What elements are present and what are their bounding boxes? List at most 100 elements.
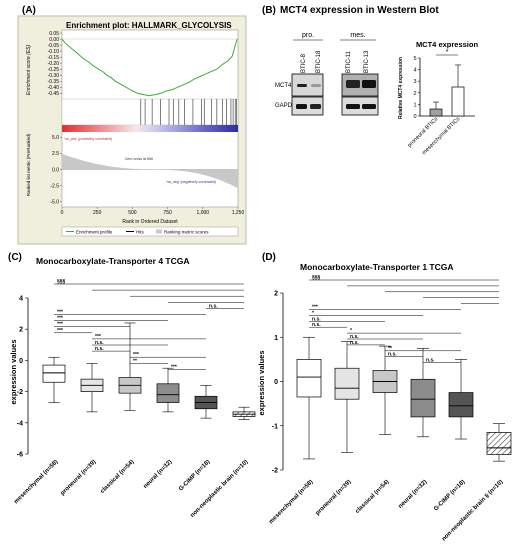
box-tick-label: -1 [272,423,278,430]
b-tick-label: 3 [413,79,416,85]
blot-band [346,104,360,109]
box-tick-label: 2 [274,291,278,298]
gsea-x-tick-label: 1,250 [232,210,245,216]
box-tick-label: 2 [19,327,23,334]
lane-label: BTIC-18 [316,50,322,73]
blot-band [346,80,360,88]
b-tick-label: 4 [413,68,416,74]
sig-label: §§§ [312,275,321,281]
inset-title: MCT4 expression [416,40,479,49]
gsea-legend: Enrichment profile Hits Ranking metric s… [61,226,239,237]
blot-band [310,104,321,109]
sig-label: *** [171,364,177,370]
box-tick-label: 0 [19,358,23,365]
metric-plot: 5.0 2.5 0.0 -2.5 -5.0 [50,135,238,206]
es-tick-label: -0.10 [48,49,60,55]
es-y-label: Enrichment score (ES) [26,45,32,96]
metric-tick-label: 5.0 [52,135,59,141]
es-plot: 0.050.00-0.05-0.10-0.15-0.20-0.25-0.30-0… [48,31,238,97]
mct4-tcga-title: Monocarboxylate-Transporter 4 TCGA [36,256,190,266]
sig-label: n.s. [209,303,218,309]
lane-label: BTIC-13 [364,50,370,73]
sig-label: * [350,328,352,334]
gsea-x-tick-label: 500 [128,210,137,216]
legend-enrichment: Enrichment profile [76,230,113,235]
es-tick-label: -0.20 [48,61,60,67]
hits-track [61,98,239,126]
sig-label: *** [133,352,139,358]
blot-band [311,84,321,87]
es-tick-label: -0.15 [48,55,60,61]
box-category-label: proneural (n=39) [315,479,353,517]
box [42,364,66,383]
group-pro: pro. [302,32,314,39]
b-sig-star: * [446,49,449,56]
box-category-label: neural (n=32) [398,479,429,510]
b-category-label: mesenchymal BTICs [421,116,461,156]
box [410,378,436,418]
sig-label: ** [388,346,392,352]
mct4-y-label: Relative MCT4 expression [398,57,404,119]
sig-label: n.s. [95,346,104,352]
panel-b: (B) MCT4 expression in Western Blot pro.… [262,5,478,156]
box-category-label: classical (n=54) [100,459,136,495]
box [156,383,180,403]
neg-label: 'na_neg' (negatively correlated) [166,180,216,184]
rank-color-bar [62,125,238,132]
blot-box [291,73,324,97]
sig-label: *** [57,322,63,328]
row-mct4: MCT4 [275,83,292,89]
sig-label: *** [57,316,63,322]
box-category-label: non-neoplastic brain § (n=10) [441,479,504,542]
hits-box [61,98,239,126]
box [296,359,322,398]
panel-c: (C) Monocarboxylate-Transporter 4 TCGA e… [8,252,256,519]
sig-label: * [312,310,314,316]
gsea-x-tick-label: 1,000 [197,210,210,216]
b-tick-label: 2 [413,91,416,97]
lane-label: BTIC-11 [346,50,352,73]
box-tick-label: 1 [274,335,278,342]
es-tick-label: -0.05 [48,43,60,49]
box-category-label: G-CIMP (n=18) [433,479,466,512]
panel-d: (D) Monocarboxylate-Transporter 1 TCGA e… [257,252,512,542]
box-tick-label: -4 [17,420,23,427]
box-tick-label: -2 [272,468,278,475]
metric-tick-label: 0.0 [52,167,59,173]
c-y-label: expression values [9,339,18,404]
blot-band [362,104,376,109]
gsea-x-tick-label: 250 [93,210,102,216]
legend-hits: Hits [136,230,144,235]
box-category-label: classical (n=54) [355,479,391,515]
gsea-x-tick-label: 750 [163,210,172,216]
box-category-label: neural (n=32) [143,459,174,490]
metric-y-label: Ranked list metric (PreRanked) [26,133,31,196]
sig-label: *** [312,305,318,311]
sig-label: *** [95,334,101,340]
panel-a: (A) Enrichment plot: HALLMARK_GLYCOLYSIS… [17,5,247,245]
sig-label: *** [57,328,63,334]
box-tick-label: 0 [274,379,278,386]
ranked-metric-area [62,153,238,189]
lane-label: BTIC-8 [301,53,307,73]
group-mes: mes. [350,32,365,39]
sig-label: n.s. [426,358,435,364]
blot-band [362,80,376,88]
es-tick-label: 0.00 [49,37,59,43]
panel-d-letter: (D) [262,252,276,263]
lane-labels: BTIC-8 BTIC-18 BTIC-11 BTIC-13 [301,50,370,73]
box-category-label: mesenchymal (n=58) [268,479,314,525]
sig-label: n.s. [388,352,397,358]
es-tick-label: -0.45 [48,91,60,97]
box [334,367,360,400]
es-tick-label: 0.05 [49,31,59,37]
panel-b-letter: (B) [262,5,276,16]
es-tick-label: -0.40 [48,85,60,91]
d-y-label: expression values [257,350,266,415]
metric-tick-label: -2.5 [50,183,59,189]
box [486,432,512,455]
es-tick-label: -0.30 [48,73,60,79]
metric-tick-label: -5.0 [50,200,59,206]
box [448,392,474,418]
